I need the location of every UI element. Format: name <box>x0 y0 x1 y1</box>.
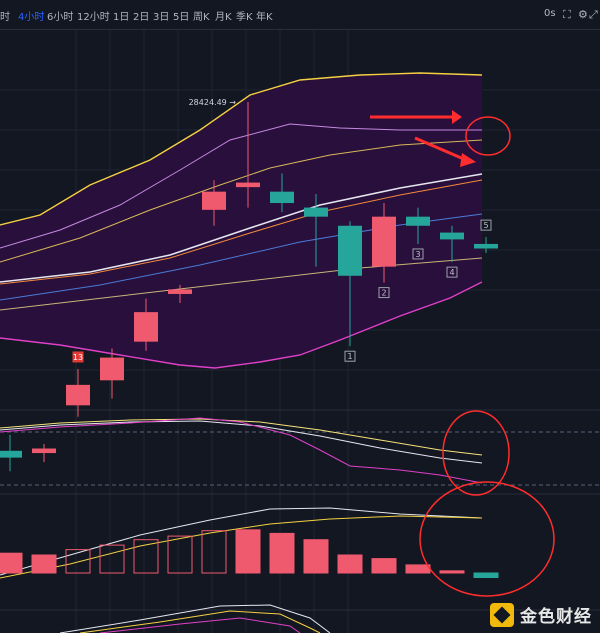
annotation-arrowhead-right <box>452 110 462 124</box>
logo-text: 金色财经 <box>520 607 592 627</box>
candle-body <box>0 450 22 458</box>
sequence-marker-label: 1 <box>347 352 352 361</box>
macd-histogram-bar <box>439 570 465 574</box>
annotation-circle <box>442 410 510 496</box>
timeframe-10[interactable]: 季K <box>236 12 253 23</box>
settings-icon[interactable]: ⚙ <box>578 8 588 21</box>
bottom-indicator-line <box>59 604 331 633</box>
bollinger-band-fill <box>0 73 482 368</box>
macd-histogram-bar <box>133 539 159 574</box>
timeframe-5[interactable]: 2日 <box>133 12 150 23</box>
sequence-marker <box>378 287 390 299</box>
macd-histogram-bar <box>0 552 23 574</box>
candle-body <box>372 216 396 267</box>
macd-histogram-bar <box>303 539 329 574</box>
sequence-marker <box>344 350 356 362</box>
macd-histogram-bar <box>405 564 431 574</box>
macd-histogram-bar <box>473 572 499 578</box>
candle-body <box>134 312 158 342</box>
sequence-marker <box>72 351 84 363</box>
sequence-marker <box>446 266 458 278</box>
indicator-j-line <box>0 417 483 484</box>
indicator-d-line <box>0 420 483 464</box>
candle-body <box>338 225 362 276</box>
bollinger-mid-line <box>0 123 482 249</box>
macd-histogram-bar <box>31 554 57 574</box>
sequence-marker-label: 4 <box>449 268 454 277</box>
candle-body <box>100 357 124 381</box>
price-high-label: 28424.49 → <box>189 98 237 107</box>
fullscreen-icon[interactable]: ⤢ <box>589 8 598 21</box>
bottom-indicator-line <box>99 617 301 633</box>
bollinger-upper-line <box>0 72 483 226</box>
macd-line <box>0 507 483 576</box>
indicator-k-line <box>0 418 483 456</box>
bollinger-lower-line <box>0 281 483 369</box>
timeframe-toolbar: 时 4小时 6小时 12小时 1日 2日 3日 5日 周K 月K 季K 年K 0s ⛶ ⚙ ⤢ <box>0 0 600 30</box>
ma-line-orange <box>0 179 483 285</box>
candle-body <box>270 191 294 204</box>
macd-histogram-bar <box>337 554 363 574</box>
macd-histogram-bar <box>167 535 193 574</box>
ma-line-tan <box>0 257 483 311</box>
ma-line-yellow <box>0 139 483 263</box>
macd-histogram-bar <box>371 558 397 574</box>
annotation-arrowhead-down <box>460 153 476 167</box>
candle-body <box>168 289 192 294</box>
annotation-arrow-down <box>414 136 467 162</box>
timeframe-8[interactable]: 周K <box>193 12 210 23</box>
candle-body <box>66 384 90 406</box>
candle-body <box>440 232 464 240</box>
candle-body <box>202 191 226 210</box>
timeframe-4[interactable]: 1日 <box>113 12 130 23</box>
sequence-marker-label: 5 <box>483 221 488 230</box>
ma-line-white <box>0 173 483 283</box>
sequence-marker-label: 2 <box>381 289 386 298</box>
macd-histogram-bar <box>65 549 91 574</box>
candle-body <box>304 207 328 217</box>
sequence-marker-label: 13 <box>73 353 83 362</box>
candle-body <box>474 243 498 249</box>
bottom-indicator-line <box>79 610 321 633</box>
timeframe-3[interactable]: 12小时 <box>77 12 110 23</box>
screenshot-icon[interactable]: ⛶ <box>563 8 571 21</box>
candle-body <box>32 448 56 454</box>
macd-histogram-bar <box>235 529 261 574</box>
timeframe-9[interactable]: 月K <box>215 12 232 23</box>
sequence-marker-label: 3 <box>415 250 420 259</box>
macd-signal-line <box>0 515 483 579</box>
macd-histogram-bar <box>269 532 295 574</box>
jinse-logo: 金色财经 <box>490 602 592 627</box>
candle-body <box>406 216 430 226</box>
macd-histogram-bar <box>201 530 227 574</box>
timeframe-11[interactable]: 年K <box>256 12 273 23</box>
annotation-circle <box>419 481 555 597</box>
price-chart: 28424.49 → 13 1 2 3 4 5 <box>0 30 600 633</box>
annotation-circle <box>465 116 511 156</box>
timer-label: 0s <box>544 8 556 19</box>
timeframe-7[interactable]: 5日 <box>173 12 190 23</box>
jinse-logo-icon <box>490 602 514 627</box>
timeframe-0[interactable]: 时 <box>0 12 10 23</box>
macd-histogram-bar <box>99 544 125 574</box>
sequence-marker <box>412 248 424 260</box>
timeframe-2[interactable]: 6小时 <box>47 12 74 23</box>
sequence-marker <box>480 219 492 231</box>
timeframe-6[interactable]: 3日 <box>153 12 170 23</box>
candle-body <box>236 182 260 188</box>
timeframe-1[interactable]: 4小时 <box>18 12 45 23</box>
